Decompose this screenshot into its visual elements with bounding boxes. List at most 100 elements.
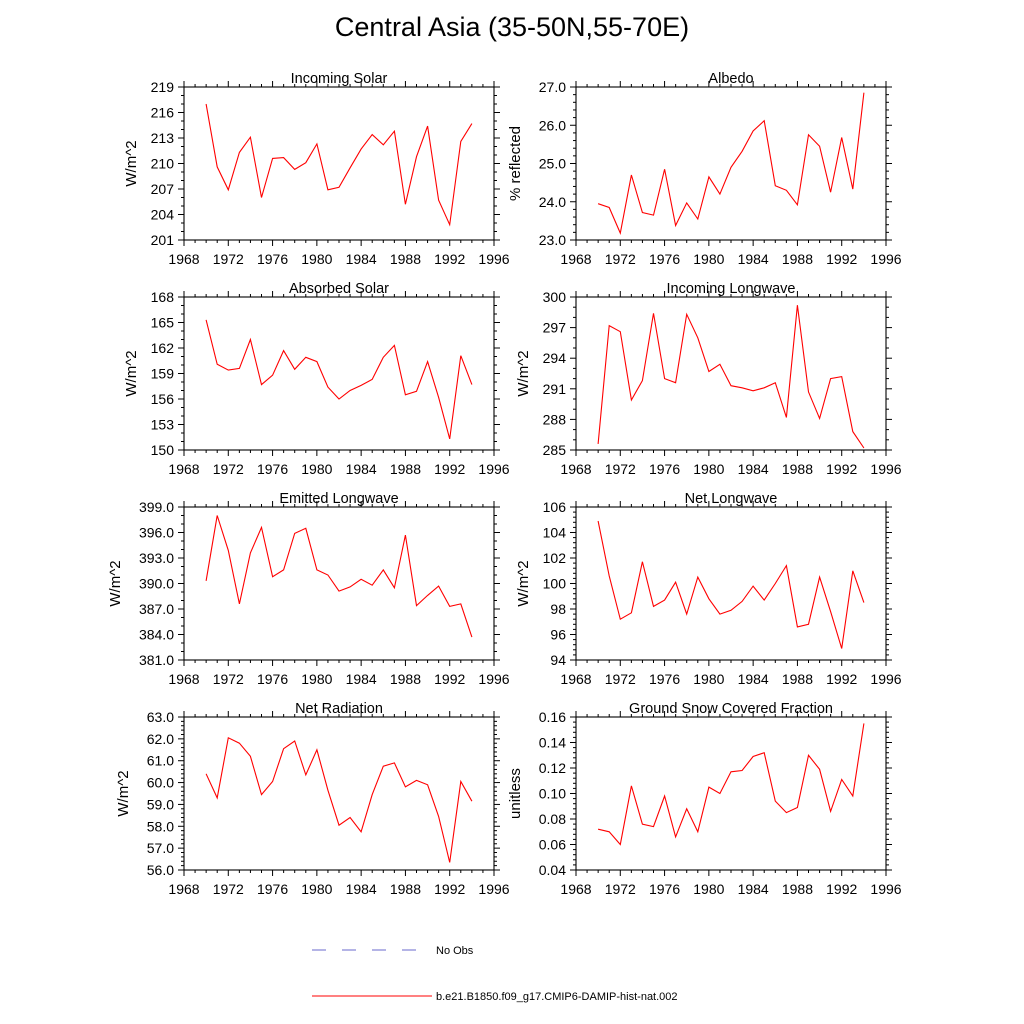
y-tick-label: 168 — [151, 289, 175, 305]
y-axis-label: W/m^2 — [123, 140, 140, 186]
y-tick-label: 106 — [543, 499, 567, 515]
y-tick-label: 96 — [550, 627, 566, 643]
x-tick-label: 1976 — [649, 671, 680, 687]
series-line — [205, 103, 473, 227]
x-tick-label: 1988 — [390, 671, 421, 687]
x-tick-label: 1972 — [213, 671, 244, 687]
x-tick-label: 1992 — [826, 461, 857, 477]
x-tick-label: 1984 — [738, 461, 769, 477]
y-tick-label: 150 — [151, 442, 175, 458]
series-line — [205, 319, 473, 440]
x-tick-label: 1972 — [213, 461, 244, 477]
y-axis-label: W/m^2 — [107, 560, 124, 606]
panel-emitted-longwave: Emitted Longwave 1968 1972 1976 1980 1984 1988… — [107, 491, 510, 687]
panel-absorbed-solar: Absorbed Solar 1968 1972 1976 1980 1984 1988 19… — [123, 281, 510, 477]
plot-frame — [183, 716, 495, 871]
x-tick-label: 1980 — [301, 461, 332, 477]
x-tick-label: 1996 — [478, 251, 509, 267]
x-tick-label: 1972 — [213, 881, 244, 897]
x-tick-label: 1976 — [649, 251, 680, 267]
x-tick-label: 1992 — [434, 881, 465, 897]
y-tick-label: 387.0 — [139, 601, 174, 617]
y-tick-label: 204 — [151, 207, 175, 223]
y-tick-label: 59.0 — [147, 796, 174, 812]
x-tick-label: 1988 — [390, 881, 421, 897]
x-tick-label: 1972 — [605, 881, 636, 897]
y-axis-label: W/m^2 — [123, 350, 140, 396]
x-tick-label: 1980 — [301, 881, 332, 897]
plot-frame — [575, 296, 887, 451]
y-tick-label: 25.0 — [539, 156, 566, 172]
x-tick-label: 1984 — [738, 881, 769, 897]
x-tick-label: 1972 — [605, 671, 636, 687]
y-tick-label: 0.04 — [539, 862, 566, 878]
x-tick-label: 1996 — [870, 671, 901, 687]
y-tick-label: 399.0 — [139, 499, 174, 515]
x-tick-label: 1996 — [478, 461, 509, 477]
x-tick-label: 1988 — [390, 251, 421, 267]
y-tick-label: 390.0 — [139, 576, 174, 592]
y-tick-label: 102 — [543, 550, 567, 566]
y-tick-label: 162 — [151, 340, 175, 356]
x-tick-label: 1984 — [346, 251, 377, 267]
panel-title: Absorbed Solar — [289, 281, 389, 297]
y-tick-label: 165 — [151, 315, 175, 331]
y-tick-label: 62.0 — [147, 731, 174, 747]
y-tick-label: 0.12 — [539, 760, 566, 776]
y-tick-label: 300 — [543, 289, 567, 305]
x-tick-label: 1996 — [870, 881, 901, 897]
y-axis-label: unitless — [507, 768, 524, 819]
legend: No Obs b.e21.B1850.f09_g17.CMIP6-DAMIP-hi… — [312, 945, 678, 1003]
y-tick-label: 294 — [543, 350, 567, 366]
y-tick-label: 393.0 — [139, 550, 174, 566]
y-tick-label: 381.0 — [139, 652, 174, 668]
x-tick-label: 1980 — [693, 671, 724, 687]
y-tick-label: 0.14 — [539, 735, 566, 751]
x-tick-label: 1968 — [560, 461, 591, 477]
x-tick-label: 1996 — [870, 461, 901, 477]
plot-frame — [575, 716, 887, 871]
plot-frame — [183, 296, 495, 451]
x-tick-label: 1996 — [478, 881, 509, 897]
y-tick-label: 27.0 — [539, 79, 566, 95]
panel-title: Emitted Longwave — [279, 491, 398, 507]
y-tick-label: 104 — [543, 525, 567, 541]
x-tick-label: 1976 — [649, 461, 680, 477]
x-tick-label: 1980 — [301, 671, 332, 687]
y-tick-label: 288 — [543, 411, 567, 427]
x-tick-label: 1992 — [826, 881, 857, 897]
plot-frame — [575, 86, 887, 241]
y-tick-label: 61.0 — [147, 753, 174, 769]
y-tick-label: 26.0 — [539, 117, 566, 133]
x-tick-label: 1996 — [478, 671, 509, 687]
panel-title: Albedo — [708, 71, 753, 87]
series-line — [597, 305, 865, 449]
x-tick-label: 1984 — [346, 461, 377, 477]
legend-label: b.e21.B1850.f09_g17.CMIP6-DAMIP-hist-nat… — [436, 991, 678, 1003]
x-tick-label: 1976 — [257, 251, 288, 267]
panel-title: Incoming Solar — [291, 71, 388, 87]
x-tick-label: 1996 — [870, 251, 901, 267]
panel-net-longwave: Net Longwave 1968 1972 1976 1980 1984 1988 1992… — [515, 491, 902, 687]
x-tick-label: 1968 — [168, 251, 199, 267]
y-tick-label: 153 — [151, 417, 175, 433]
y-tick-label: 291 — [543, 381, 567, 397]
x-tick-label: 1988 — [782, 881, 813, 897]
y-tick-label: 60.0 — [147, 775, 174, 791]
panel-ground-snow-covered-fraction: Ground Snow Covered Fraction 1968 1972 1976… — [507, 701, 902, 897]
y-tick-label: 159 — [151, 366, 175, 382]
y-tick-label: 213 — [151, 130, 175, 146]
page-title: Central Asia (35-50N,55-70E) — [334, 12, 690, 42]
plot-frame — [183, 86, 495, 241]
y-tick-label: 216 — [151, 105, 175, 121]
x-tick-label: 1968 — [560, 251, 591, 267]
y-tick-label: 23.0 — [539, 232, 566, 248]
x-tick-label: 1988 — [782, 671, 813, 687]
y-tick-label: 57.0 — [147, 840, 174, 856]
x-tick-label: 1984 — [738, 251, 769, 267]
y-tick-label: 56.0 — [147, 862, 174, 878]
panel-title: Ground Snow Covered Fraction — [629, 701, 833, 717]
x-tick-label: 1988 — [782, 461, 813, 477]
x-tick-label: 1968 — [560, 671, 591, 687]
